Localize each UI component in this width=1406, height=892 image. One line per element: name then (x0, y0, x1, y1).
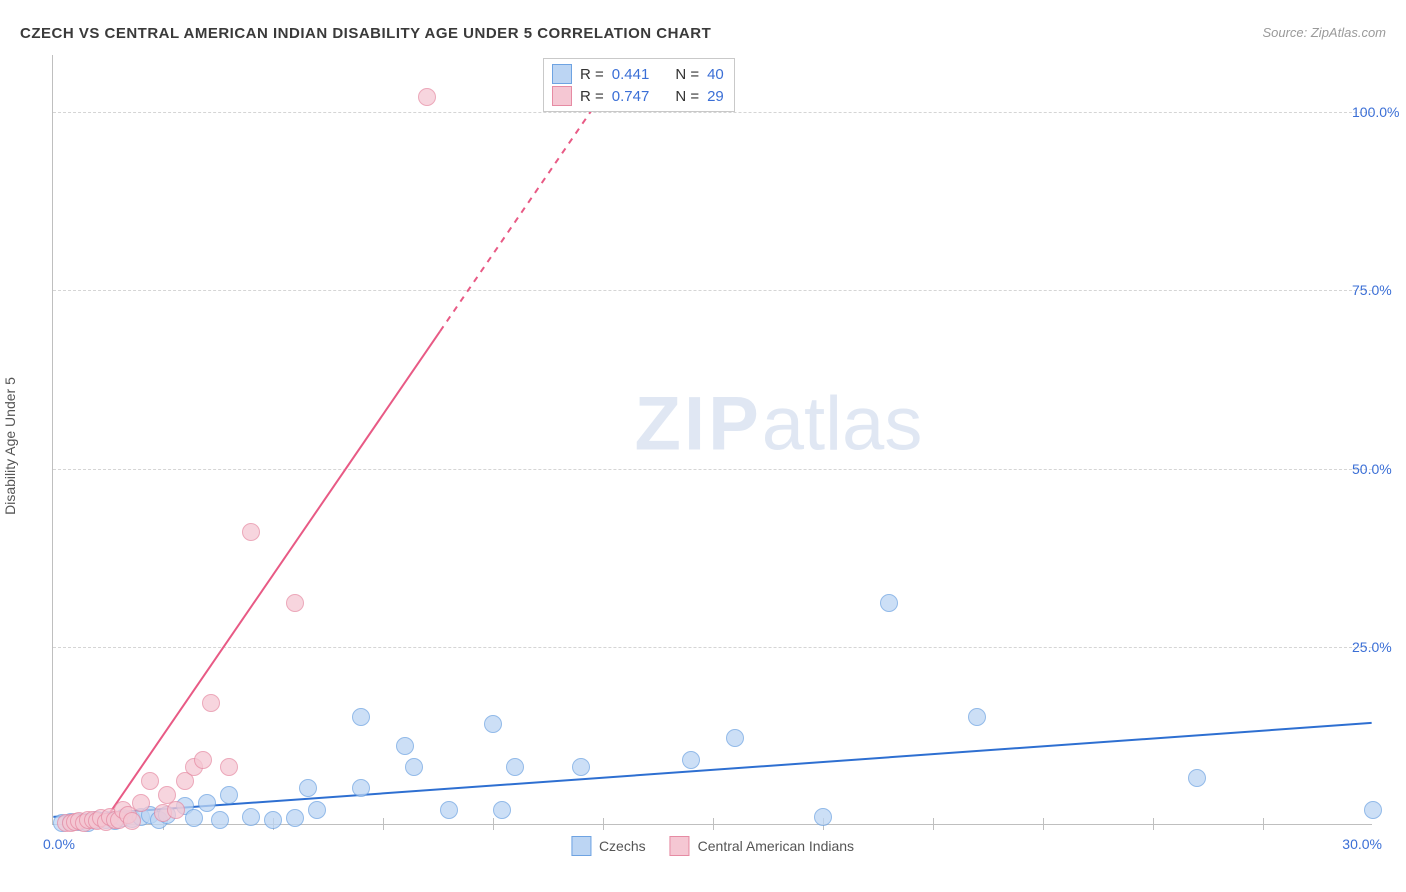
n-value: 40 (707, 66, 724, 83)
data-point (1364, 801, 1382, 819)
data-point (968, 708, 986, 726)
data-point (167, 801, 185, 819)
data-point (396, 737, 414, 755)
watermark-text-b: atlas (762, 382, 923, 467)
data-point (299, 779, 317, 797)
bottom-legend: Czechs Central American Indians (571, 836, 854, 856)
legend-swatch (552, 64, 572, 84)
data-point (726, 729, 744, 747)
data-point (141, 772, 159, 790)
data-point (132, 794, 150, 812)
y-tick-label: 25.0% (1352, 639, 1406, 655)
x-tick-mark (1263, 818, 1264, 830)
scatter-plot-area: ZIPatlas 0.0% 30.0% R =0.441N =40R =0.74… (52, 55, 1372, 825)
data-point (220, 758, 238, 776)
trend-line (53, 723, 1371, 817)
data-point (198, 794, 216, 812)
data-point (211, 811, 229, 829)
source-attribution: Source: ZipAtlas.com (1262, 25, 1386, 40)
legend-stats-row: R = 0.441 N = 40 (552, 63, 724, 85)
data-point (242, 808, 260, 826)
data-point (880, 594, 898, 612)
watermark: ZIPatlas (635, 381, 923, 468)
data-point (405, 758, 423, 776)
data-point (286, 594, 304, 612)
r-label: R = (580, 66, 604, 83)
gridline (53, 290, 1372, 291)
legend-item: Czechs (571, 836, 646, 856)
data-point (1188, 769, 1206, 787)
x-tick-mark (603, 818, 604, 830)
r-value: 0.747 (612, 88, 650, 105)
data-point (194, 751, 212, 769)
data-point (308, 801, 326, 819)
legend-swatch (571, 836, 591, 856)
legend-swatch (552, 86, 572, 106)
data-point (440, 801, 458, 819)
y-tick-label: 100.0% (1352, 104, 1406, 120)
n-label: N = (675, 66, 699, 83)
data-point (286, 809, 304, 827)
legend-label: Czechs (599, 838, 646, 854)
watermark-text-a: ZIP (635, 382, 762, 467)
chart-title: CZECH VS CENTRAL AMERICAN INDIAN DISABIL… (20, 25, 711, 42)
n-label: N = (675, 88, 699, 105)
legend-stats-box: R = 0.441 N = 40 R = 0.747 N = 29 (543, 58, 735, 112)
data-point (484, 715, 502, 733)
trend-lines-layer (53, 55, 1372, 824)
x-tick-mark (1043, 818, 1044, 830)
data-point (418, 88, 436, 106)
x-tick-mark (713, 818, 714, 830)
legend-swatch (670, 836, 690, 856)
legend-item: Central American Indians (670, 836, 854, 856)
y-tick-label: 75.0% (1352, 282, 1406, 298)
x-tick-max: 30.0% (1342, 836, 1382, 852)
x-tick-mark (933, 818, 934, 830)
r-label: R = (580, 88, 604, 105)
data-point (493, 801, 511, 819)
data-point (202, 694, 220, 712)
x-tick-min: 0.0% (43, 836, 75, 852)
legend-stats-row: R = 0.747 N = 29 (552, 85, 724, 107)
data-point (352, 779, 370, 797)
data-point (352, 708, 370, 726)
x-tick-mark (493, 818, 494, 830)
y-axis-label: Disability Age Under 5 (2, 377, 18, 515)
data-point (682, 751, 700, 769)
gridline (53, 647, 1372, 648)
data-point (572, 758, 590, 776)
x-tick-mark (383, 818, 384, 830)
trend-line (102, 331, 440, 824)
data-point (814, 808, 832, 826)
data-point (185, 809, 203, 827)
data-point (506, 758, 524, 776)
data-point (242, 523, 260, 541)
data-point (123, 812, 141, 830)
n-value: 29 (707, 88, 724, 105)
x-tick-mark (1153, 818, 1154, 830)
data-point (264, 811, 282, 829)
r-value: 0.441 (612, 66, 650, 83)
legend-label: Central American Indians (698, 838, 854, 854)
data-point (220, 786, 238, 804)
gridline (53, 469, 1372, 470)
gridline (53, 112, 1372, 113)
y-tick-label: 50.0% (1352, 461, 1406, 477)
